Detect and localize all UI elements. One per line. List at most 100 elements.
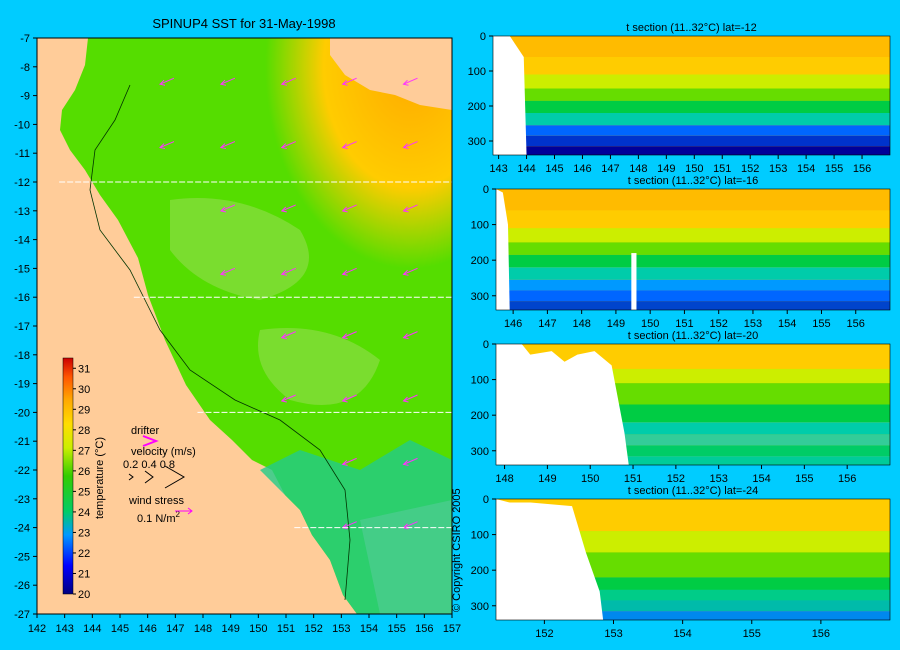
map-warm-region <box>37 38 452 614</box>
map-x-tick-label: 144 <box>83 623 101 635</box>
map-y-tick-label: -11 <box>15 148 30 160</box>
map-x-tick-label: 157 <box>443 623 461 635</box>
map-x-tick-label: 153 <box>332 623 350 635</box>
section-x-tick-label: 155 <box>743 628 761 640</box>
section-panel: t section (11..32°C) lat=-20 148 149 150 151… <box>471 330 891 485</box>
section-y-tick-label: 0 <box>483 339 489 351</box>
map-x-tick-label: 147 <box>166 623 184 635</box>
map-title: SPINUP4 SST for 31-May-1998 <box>152 16 335 31</box>
wind-arrow <box>341 204 357 213</box>
section-x-tick-label: 156 <box>838 473 856 485</box>
section-layer <box>493 135 890 147</box>
map-y-tick-label: -24 <box>14 523 30 535</box>
map-y-tick-label: -7 <box>20 33 30 45</box>
section-x-tick-label: 156 <box>812 628 830 640</box>
section-layer <box>496 267 890 280</box>
section-y-tick-label: 300 <box>468 136 486 148</box>
wind-arrow <box>219 267 236 276</box>
map-coast-islands <box>330 38 452 110</box>
section-x-tick-label: 150 <box>685 163 703 175</box>
section-y-tick-label: 300 <box>471 291 489 303</box>
section-y-tick-label: 100 <box>468 66 486 78</box>
map-x-tick-label: 154 <box>360 623 378 635</box>
section-y-tick-label: 0 <box>483 494 489 506</box>
copyright: © Copyright CSIRO 2005 <box>451 488 463 612</box>
section-x-tick-label: 150 <box>641 318 659 330</box>
sst-map: 142 143 144 145 146 147 148 149 150 151 152 153 154 1… <box>14 16 463 635</box>
section-warm-layer <box>496 499 890 521</box>
wind-arrow <box>341 77 357 86</box>
section-y-tick-label: 100 <box>471 220 489 232</box>
section-x-tick-label: 145 <box>545 163 563 175</box>
map-y-tick-label: -25 <box>14 551 30 563</box>
section-x-tick-label: 143 <box>489 163 507 175</box>
section-layer <box>493 125 890 136</box>
section-x-tick-label: 147 <box>538 318 556 330</box>
section-y-tick-label: 0 <box>480 31 486 43</box>
section-x-tick-label: 153 <box>710 473 728 485</box>
section-x-tick-label: 151 <box>713 163 731 175</box>
colorbar-tick-label: 21 <box>78 568 90 580</box>
legend-wind-unit: 0.1 N/m2 <box>137 510 181 525</box>
wind-arrow <box>402 394 418 403</box>
legend-velocity: velocity (m/s) <box>131 446 196 458</box>
section-layer <box>496 531 890 553</box>
colorbar-label: temperature (°C) <box>94 437 106 519</box>
map-y-tick-label: -12 <box>14 177 30 189</box>
colorbar-ticks: 20 21 22 23 24 25 26 27 28 29 30 31 <box>73 363 90 601</box>
wind-arrow <box>219 77 236 86</box>
colorbar-tick-label: 24 <box>78 507 90 519</box>
section-y-tick-label: 100 <box>471 375 489 387</box>
section-warm-layer <box>496 189 890 211</box>
section-x-tick-label: 147 <box>601 163 619 175</box>
wind-arrow <box>280 267 296 276</box>
section-title: t section (11..32°C) lat=-20 <box>628 330 758 342</box>
map-y-tick-label: -17 <box>14 321 30 333</box>
map-x-tick-label: 146 <box>138 623 156 635</box>
wind-arrow <box>219 204 236 213</box>
section-warm-layer <box>493 36 890 57</box>
map-reef-line <box>89 84 351 601</box>
section-frame <box>492 35 891 156</box>
section-x-tick-label: 154 <box>797 163 815 175</box>
section-y-tick-label: 200 <box>471 255 489 267</box>
legend-drifter: drifter <box>131 425 159 437</box>
map-y-tick-label: -9 <box>20 91 30 103</box>
section-layer <box>496 611 890 620</box>
wind-arrow <box>341 267 357 276</box>
section-x-tick-label: 152 <box>667 473 685 485</box>
section-x-tick-label: 148 <box>629 163 647 175</box>
section-x-tick-label: 153 <box>744 318 762 330</box>
section-gap <box>631 253 637 310</box>
section-layer <box>496 242 890 255</box>
section-x-tick-label: 146 <box>573 163 591 175</box>
wind-arrow <box>280 204 296 213</box>
section-frame <box>495 343 891 466</box>
section-x-tick-label: 153 <box>769 163 787 175</box>
section-x-tick-label: 154 <box>673 628 691 640</box>
map-x-tick-label: 156 <box>415 623 433 635</box>
section-x-tick-label: 155 <box>825 163 843 175</box>
map-y-tick-label: -8 <box>20 62 30 74</box>
map-x-tick-label: 151 <box>277 623 295 635</box>
velocity-arrow-symbols <box>128 465 185 489</box>
section-layer <box>496 456 890 465</box>
map-y-tick-label: -18 <box>14 350 30 362</box>
section-y-tick-label: 200 <box>468 101 486 113</box>
section-y-tick-label: 100 <box>471 530 489 542</box>
colorbar <box>62 357 74 595</box>
section-y-tick-label: 300 <box>471 446 489 458</box>
colorbar-tick-label: 26 <box>78 466 90 478</box>
section-layer <box>496 254 890 268</box>
section-x-tick-label: 154 <box>778 318 796 330</box>
section-layer <box>493 100 890 113</box>
map-y-tick-label: -10 <box>14 119 30 131</box>
temperature-sections: t section (11..32°C) lat=-12 143 144 145 146… <box>468 22 891 640</box>
section-x-tick-label: 154 <box>752 473 770 485</box>
section-lines <box>59 181 452 529</box>
section-panel: t section (11..32°C) lat=-12 143 144 145 146… <box>468 22 891 175</box>
section-x-tick-label: 152 <box>535 628 553 640</box>
map-y-tick-label: -19 <box>14 379 30 391</box>
section-layer <box>496 434 890 446</box>
